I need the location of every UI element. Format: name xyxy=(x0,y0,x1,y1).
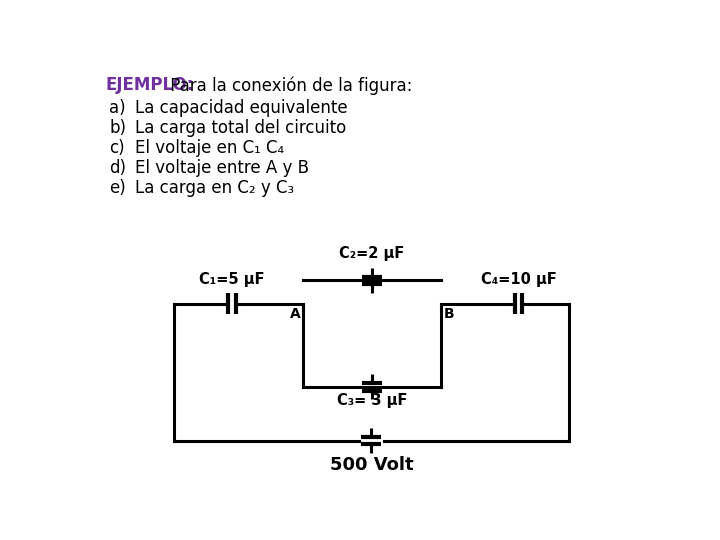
Text: d): d) xyxy=(109,159,127,177)
Text: El voltaje entre A y B: El voltaje entre A y B xyxy=(135,159,309,177)
Text: La capacidad equivalente: La capacidad equivalente xyxy=(135,99,348,117)
Text: b): b) xyxy=(109,119,127,137)
Text: C₁=5 μF: C₁=5 μF xyxy=(199,272,264,287)
Text: B: B xyxy=(444,307,454,321)
Text: e): e) xyxy=(109,179,126,197)
Text: 500 Volt: 500 Volt xyxy=(330,456,413,474)
Text: A: A xyxy=(290,307,301,321)
Text: C₂=2 μF: C₂=2 μF xyxy=(339,246,405,261)
Text: C₃= 3 μF: C₃= 3 μF xyxy=(337,393,408,408)
Text: c): c) xyxy=(109,139,125,157)
Text: La carga total del circuito: La carga total del circuito xyxy=(135,119,346,137)
Text: a): a) xyxy=(109,99,126,117)
Text: El voltaje en C₁ C₄: El voltaje en C₁ C₄ xyxy=(135,139,284,157)
Text: C₄=10 μF: C₄=10 μF xyxy=(481,272,557,287)
Text: Para la conexión de la figura:: Para la conexión de la figura: xyxy=(165,76,413,95)
Text: EJEMPLO:: EJEMPLO: xyxy=(106,76,194,94)
Text: La carga en C₂ y C₃: La carga en C₂ y C₃ xyxy=(135,179,294,197)
